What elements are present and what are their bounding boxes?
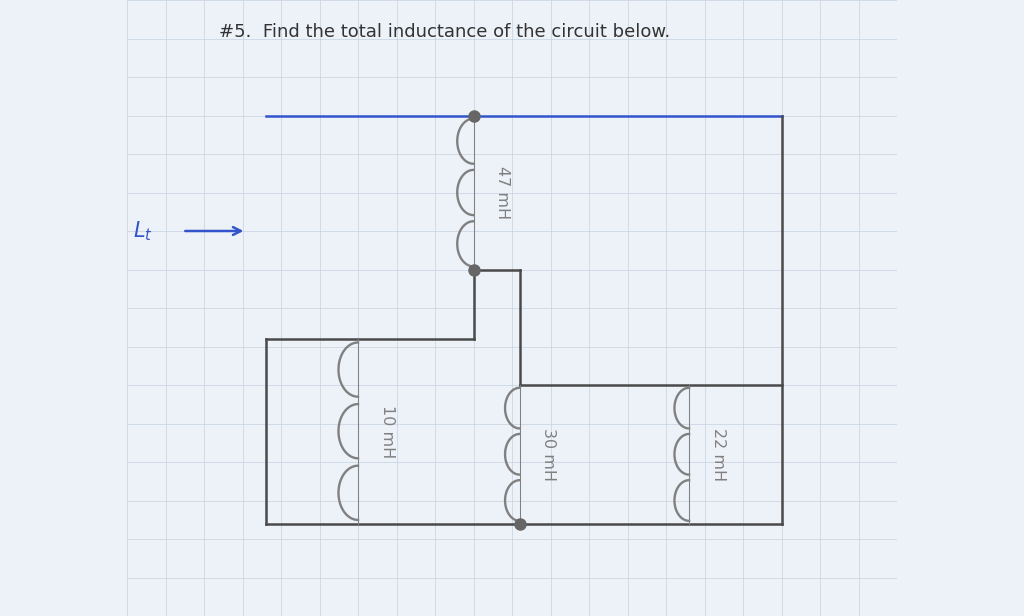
Text: 10 mH: 10 mH xyxy=(380,405,394,458)
Text: #5.  Find the total inductance of the circuit below.: #5. Find the total inductance of the cir… xyxy=(219,23,671,41)
Text: 22 mH: 22 mH xyxy=(711,428,726,481)
Text: 30 mH: 30 mH xyxy=(542,428,556,481)
Text: $L_t$: $L_t$ xyxy=(133,219,153,243)
Text: 47 mH: 47 mH xyxy=(495,166,510,219)
